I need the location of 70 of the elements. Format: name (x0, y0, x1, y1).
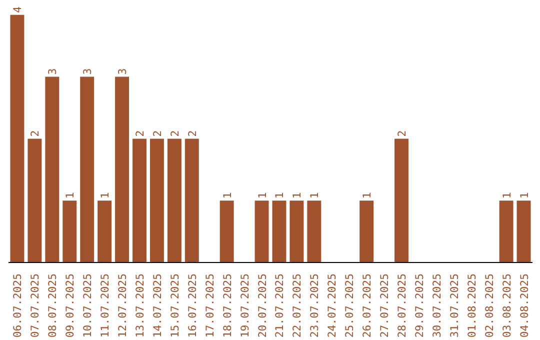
x-tick-label: 23.07.2025 (308, 274, 322, 338)
data-label: 1 (256, 192, 269, 199)
bar (499, 200, 514, 262)
x-tick-label: 28.07.2025 (396, 274, 408, 338)
data-label: 2 (168, 130, 182, 137)
data-label: 1 (220, 192, 234, 199)
data-label: 3 (116, 68, 130, 75)
bar (80, 76, 94, 262)
data-label: 2 (134, 130, 146, 137)
x-tick-label: 20.07.2025 (256, 274, 269, 338)
x-tick-label: 25.07.2025 (343, 274, 356, 338)
bar (516, 200, 531, 262)
x-tick-label: 16.07.2025 (186, 274, 199, 338)
data-label: 1 (308, 192, 322, 199)
bar (220, 200, 234, 262)
bar (272, 200, 286, 262)
x-tick-label: 19.07.2025 (238, 274, 252, 338)
x-tick-label: 18.07.2025 (220, 274, 234, 338)
x-tick-label: 17.07.2025 (203, 274, 216, 338)
bar (132, 138, 146, 262)
data-label: 3 (46, 68, 60, 75)
bar (45, 76, 60, 262)
bar (62, 200, 77, 262)
x-tick-label: 31.07.2025 (448, 274, 461, 338)
data-label: 1 (98, 192, 112, 199)
x-tick-label: 21.07.2025 (273, 274, 286, 338)
x-tick-label: 01.08.2025 (465, 274, 478, 338)
data-label: 4 (11, 6, 24, 13)
x-tick-label: 29.07.2025 (412, 274, 426, 338)
x-tick-label: 08.07.2025 (46, 274, 60, 338)
data-label: 3 (81, 68, 94, 75)
bar (150, 138, 164, 262)
x-tick-label: 10.07.2025 (81, 274, 94, 338)
data-label: 1 (64, 192, 77, 199)
bar (184, 138, 199, 262)
x-tick-label: 15.07.2025 (168, 274, 182, 338)
data-label: 1 (290, 192, 304, 199)
bar (10, 14, 24, 262)
x-tick-label: 22.07.2025 (290, 274, 304, 338)
bar (394, 138, 408, 262)
bar (28, 138, 42, 262)
data-label: 2 (396, 130, 408, 137)
data-label: 2 (28, 130, 42, 137)
data-label: 1 (360, 192, 374, 199)
x-tick-label: 24.07.2025 (326, 274, 339, 338)
x-tick-label: 12.07.2025 (116, 274, 130, 338)
bar (167, 138, 182, 262)
x-tick-label: 11.07.2025 (98, 274, 112, 338)
x-tick-label: 07.07.2025 (28, 274, 42, 338)
bar (98, 200, 112, 262)
x-tick-label: 06.07.2025 (11, 274, 24, 338)
bar (115, 76, 130, 262)
x-tick-label: 30.07.2025 (430, 274, 444, 338)
bar (254, 200, 269, 262)
data-label: 1 (500, 192, 514, 199)
bar (290, 200, 304, 262)
x-tick-label: 26.07.2025 (360, 274, 374, 338)
data-label: 1 (518, 192, 531, 199)
x-tick-label: 13.07.2025 (134, 274, 146, 338)
bar (360, 200, 374, 262)
x-tick-label: 02.08.2025 (482, 274, 496, 338)
x-tick-label: 27.07.2025 (378, 274, 392, 338)
data-label: 1 (273, 192, 286, 199)
x-tick-label: 04.08.2025 (518, 274, 531, 338)
bar (307, 200, 322, 262)
data-label: 2 (150, 130, 164, 137)
x-tick-label: 03.08.2025 (500, 274, 514, 338)
data-label: 2 (186, 130, 199, 137)
x-tick-label: 09.07.2025 (64, 274, 77, 338)
x-tick-label: 14.07.2025 (150, 274, 164, 338)
